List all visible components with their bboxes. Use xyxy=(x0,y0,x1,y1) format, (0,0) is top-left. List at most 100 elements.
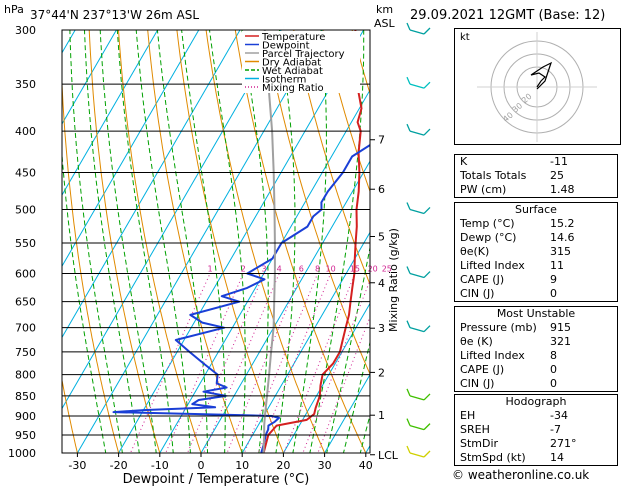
y-tick-label: 800 xyxy=(15,369,36,382)
wind-barb-staff xyxy=(409,29,425,35)
legend-entry: Parcel Trajectory xyxy=(262,49,345,60)
legend-entry: Dry Adiabat xyxy=(262,58,321,69)
y-tick-label: 700 xyxy=(15,322,36,335)
datetime-label: 29.09.2021 12GMT (Base: 12) xyxy=(410,8,606,23)
wind-barb-flag xyxy=(423,207,431,214)
table-row: Totals Totals 25 xyxy=(460,169,564,182)
wet-adiabat-line xyxy=(208,30,246,453)
mixing-ratio-label: 20 xyxy=(368,265,378,274)
dry-adiabat-line xyxy=(88,30,161,453)
dry-adiabat-line xyxy=(263,30,370,376)
wind-barb xyxy=(406,202,431,215)
wind-barb-flag xyxy=(406,76,411,85)
most-unstable-table: Most Unstable Pressure (mb) 915 θe (K) 321… xyxy=(454,306,618,392)
isotherm-line xyxy=(324,373,370,453)
mixing-ratio-line xyxy=(302,279,370,453)
wind-barb-flag xyxy=(406,418,411,426)
table-row: θe(K) 315 xyxy=(460,245,571,258)
hpa-label: hPa xyxy=(4,3,24,16)
legend-entry: Wet Adiabat xyxy=(262,66,323,77)
legend-entry: Isotherm xyxy=(262,75,306,86)
table-row: SREH -7 xyxy=(460,423,561,436)
mixing-ratio-label: 25 xyxy=(382,265,392,274)
y-tick-label: 400 xyxy=(15,125,36,138)
mixing-ratio-label: 2 xyxy=(241,265,246,274)
table-row: CIN (J) 0 xyxy=(460,287,557,300)
wind-barb xyxy=(406,388,431,401)
wind-barb-staff xyxy=(409,395,425,401)
y-tick-label: 750 xyxy=(15,346,36,359)
mixing-ratio-axis-label: Mixing Ratio (g/kg) xyxy=(387,228,400,332)
wind-barb xyxy=(406,445,431,458)
mixing-ratio-label: 4 xyxy=(277,265,282,274)
table-row: EH -34 xyxy=(460,409,568,422)
km-tick-label: 5 xyxy=(378,231,385,244)
table-row: CAPE (J) 9 xyxy=(460,273,557,286)
y-tick-label: 350 xyxy=(15,78,36,91)
table-row: Temp (°C) 15.2 xyxy=(460,217,575,230)
km-label: km xyxy=(376,3,394,16)
km-tick-label: 3 xyxy=(378,322,385,335)
y-tick-label: 450 xyxy=(15,166,36,179)
km-tick-label: 7 xyxy=(378,134,385,147)
x-tick-label: -10 xyxy=(151,459,169,472)
hodograph-table: Hodograph EH -34 SREH -7 StmDir 271° StmSpd… xyxy=(454,394,618,466)
wind-barb-staff xyxy=(409,424,425,431)
y-tick-label: 300 xyxy=(15,24,36,37)
wind-barb-flag xyxy=(423,128,431,136)
wet-adiabat-line xyxy=(62,149,107,453)
wind-barb-flag xyxy=(406,266,411,274)
wet-adiabat-line xyxy=(116,30,174,453)
wind-barb xyxy=(406,22,431,35)
wind-barb xyxy=(406,266,431,279)
dry-adiabat-line xyxy=(293,30,370,286)
wind-barb-flag xyxy=(423,325,431,333)
km-tick-label: 1 xyxy=(378,409,385,422)
surface-table: Surface Temp (°C) 15.2 Dewp (°C) 14.6 θe(K… xyxy=(454,202,618,302)
mixing-ratio-label: 3 xyxy=(261,265,266,274)
mixing-ratio-label: 6 xyxy=(299,265,304,274)
wet-adiabat-line xyxy=(156,30,208,453)
wind-barb-staff xyxy=(409,452,425,458)
dry-adiabat-line xyxy=(205,30,326,453)
dry-adiabat-line xyxy=(117,30,202,453)
y-tick-label: 600 xyxy=(15,268,36,281)
table-row: K -11 xyxy=(460,155,568,168)
legend-entry: Mixing Ratio xyxy=(262,83,324,94)
isotherm-line xyxy=(200,160,370,453)
y-tick-label: 900 xyxy=(15,410,36,423)
wind-barb-flag xyxy=(406,388,411,397)
wind-barb-flag xyxy=(423,27,431,35)
hodograph-ring-label: 20 xyxy=(520,92,534,105)
hodograph-unit: kt xyxy=(460,32,470,43)
wind-barb-flag xyxy=(406,320,411,328)
isotherm-line xyxy=(62,30,241,339)
x-tick-label: -30 xyxy=(68,459,86,472)
dry-adiabat-line xyxy=(234,30,367,453)
mixing-ratio-label: 15 xyxy=(350,265,360,274)
hodograph-table-title: Hodograph xyxy=(505,395,567,408)
table-row: CAPE (J) 0 xyxy=(460,363,557,376)
wet-adiabat-line xyxy=(69,30,123,453)
legend-entry: Temperature xyxy=(261,32,325,43)
table-row: Lifted Index 8 xyxy=(460,349,557,362)
copyright-link[interactable]: © weatheronline.co.uk xyxy=(452,468,590,482)
y-tick-label: 650 xyxy=(15,296,36,309)
wet-adiabat-line xyxy=(135,30,191,453)
x-tick-label: 20 xyxy=(276,459,290,472)
asl-label: ASL xyxy=(374,17,395,30)
y-tick-label: 500 xyxy=(15,203,36,216)
wind-barb xyxy=(406,320,431,333)
wet-adiabat-line xyxy=(241,30,269,453)
x-tick-label: -20 xyxy=(110,459,128,472)
wind-barb-flag xyxy=(406,123,411,132)
wind-barb-flag xyxy=(423,423,431,431)
table-row: PW (cm) 1.48 xyxy=(460,183,575,196)
x-tick-label: 10 xyxy=(235,459,249,472)
most-unstable-title: Most Unstable xyxy=(496,307,576,320)
km-tick-label: LCL xyxy=(378,449,399,462)
isotherm-line xyxy=(0,6,7,470)
mixing-ratio-label: 10 xyxy=(326,265,336,274)
